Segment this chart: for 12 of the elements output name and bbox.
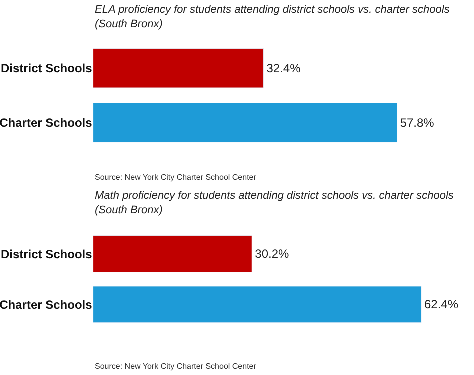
data-label: 30.2% xyxy=(255,247,290,262)
chart-title: ELA proficiency for students attending district schools vs. charter schools (South Bronx) xyxy=(95,4,450,30)
data-label: 32.4% xyxy=(266,61,302,76)
source-note: Source: New York City Charter School Center xyxy=(95,362,257,371)
chart-title: Math proficiency for students attending district schools vs. charter schools (South Bronx) xyxy=(95,190,454,216)
data-label: 62.4% xyxy=(424,298,459,312)
y-tick-label: Charter Schools xyxy=(0,298,93,312)
y-tick-label: District Schools xyxy=(0,62,93,76)
y-tick-label: Charter Schools xyxy=(0,116,93,130)
data-label: 57.8% xyxy=(400,116,435,130)
source-note: Source: New York City Charter School Center xyxy=(95,173,257,182)
y-tick-label: District Schools xyxy=(0,247,93,262)
